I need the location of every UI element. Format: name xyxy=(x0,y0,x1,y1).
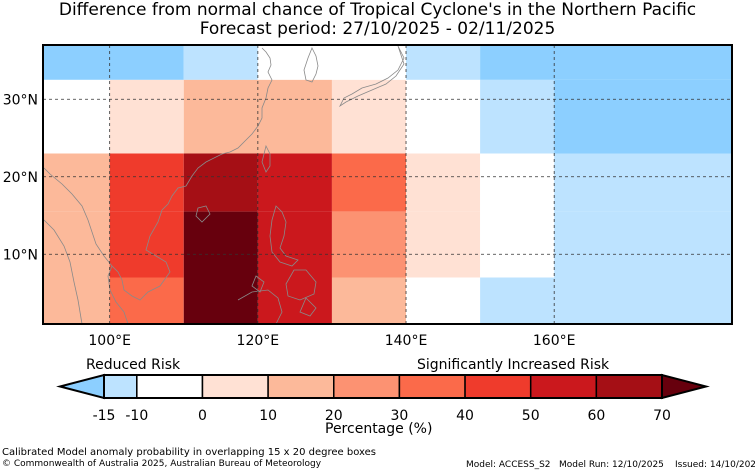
anomaly-cell xyxy=(406,277,481,324)
anomaly-cell xyxy=(183,45,258,80)
coastlines xyxy=(43,45,405,325)
colorbar-segment xyxy=(595,374,663,399)
colorbar-segment xyxy=(398,374,466,399)
colorbar-tick-label: -10 xyxy=(125,408,148,424)
map-frame xyxy=(42,44,733,325)
borneo-coastline xyxy=(237,289,283,325)
anomaly-cell xyxy=(43,79,110,154)
longitude-tick-label: 140°E xyxy=(385,333,428,349)
colorbar-tick-label: 40 xyxy=(456,408,474,424)
latitude-ticks: 10°N 20°N 30°N xyxy=(3,92,38,263)
anomaly-cell xyxy=(109,153,184,212)
colorbar-tick-label: 60 xyxy=(587,408,605,424)
colorbar-segment xyxy=(267,374,335,399)
anomaly-cell xyxy=(554,153,732,212)
colorbar-axis-label: Percentage (%) xyxy=(325,421,433,437)
anomaly-cell xyxy=(406,153,481,212)
anomaly-cell xyxy=(109,79,184,154)
anomaly-cell xyxy=(43,45,184,80)
colorbar: -15 -10 0 10 20 30 40 50 60 70 xyxy=(56,373,710,424)
anomaly-cell xyxy=(554,211,732,278)
colorbar-high-extension xyxy=(661,373,710,400)
malay-coastline xyxy=(43,167,113,267)
anomaly-cell xyxy=(257,277,332,324)
reduced-risk-label: Reduced Risk xyxy=(86,357,181,373)
chart-title: Difference from normal chance of Tropica… xyxy=(58,0,697,20)
anomaly-cell xyxy=(331,211,407,278)
model-name: Model: ACCESS_S2 xyxy=(466,460,551,470)
colorbar-tick-label: 10 xyxy=(259,408,277,424)
longitude-ticks: 100°E 120°E 140°E 160°E xyxy=(88,333,575,349)
colorbar-tick-label: -15 xyxy=(93,408,116,424)
anomaly-cell xyxy=(406,79,481,154)
anomaly-cell xyxy=(109,277,184,324)
anomaly-cell xyxy=(43,211,110,278)
anomaly-cell xyxy=(183,277,258,324)
forecast-period: Forecast period: 27/10/2025 - 02/11/2025 xyxy=(199,19,556,39)
anomaly-cell xyxy=(406,211,481,278)
anomaly-cell xyxy=(554,79,732,154)
anomaly-cell xyxy=(331,79,407,154)
anomaly-cell xyxy=(480,153,555,212)
anomaly-cell xyxy=(480,277,732,324)
anomaly-cell xyxy=(480,45,732,80)
anomaly-cells xyxy=(43,45,732,324)
colorbar-tick-label: 0 xyxy=(198,408,207,424)
copyright-note: © Commonwealth of Australia 2025, Austra… xyxy=(2,459,322,469)
graticule xyxy=(43,45,732,324)
method-note: Calibrated Model anomaly probability in … xyxy=(2,447,377,458)
burma-coastline xyxy=(43,219,83,325)
longitude-tick-label: 100°E xyxy=(88,333,131,349)
issued-date: Issued: 14/10/2025 xyxy=(675,460,755,470)
anomaly-cell xyxy=(331,277,407,324)
latitude-tick-label: 20°N xyxy=(3,170,38,186)
korea-coastline xyxy=(303,47,319,83)
latitude-tick-label: 10°N xyxy=(3,247,38,263)
colorbar-tick-label: 30 xyxy=(390,408,408,424)
anomaly-cell xyxy=(480,211,555,278)
colorbar-segment xyxy=(136,374,204,399)
increased-risk-label: Significantly Increased Risk xyxy=(417,357,610,373)
anomaly-cell xyxy=(43,153,110,212)
anomaly-cell xyxy=(406,45,481,80)
colorbar-tick-label: 50 xyxy=(522,408,540,424)
taiwan-coastline xyxy=(261,144,271,173)
colorbar-tick-label: 20 xyxy=(325,408,343,424)
colorbar-segment xyxy=(333,374,401,399)
model-run: Model Run: 12/10/2025 xyxy=(559,460,664,470)
anomaly-cell xyxy=(183,153,258,212)
colorbar-segment xyxy=(529,374,598,399)
latitude-tick-label: 30°N xyxy=(3,92,38,108)
japan-coastline xyxy=(338,45,405,108)
hainan-coastline xyxy=(195,205,211,223)
china-coastline xyxy=(161,47,273,211)
palawan-coastline xyxy=(251,275,265,293)
colorbar-segment xyxy=(103,374,138,399)
luzon-coastline xyxy=(269,205,299,267)
longitude-tick-label: 120°E xyxy=(237,333,280,349)
colorbar-segment xyxy=(201,374,269,399)
anomaly-cell xyxy=(43,277,110,324)
colorbar-segment xyxy=(464,374,532,399)
anomaly-cell xyxy=(480,79,555,154)
anomaly-cell xyxy=(257,153,332,212)
colorbar-outline xyxy=(103,374,663,399)
anomaly-cell xyxy=(331,153,407,212)
anomaly-cell xyxy=(183,211,258,278)
anomaly-cell xyxy=(257,45,407,80)
longitude-tick-label: 160°E xyxy=(533,333,576,349)
anomaly-cell xyxy=(109,211,184,278)
colorbar-tick-label: 70 xyxy=(653,408,671,424)
colorbar-low-extension xyxy=(56,373,105,400)
visayas-mindanao-coastline xyxy=(285,269,317,317)
anomaly-cell xyxy=(257,211,332,278)
